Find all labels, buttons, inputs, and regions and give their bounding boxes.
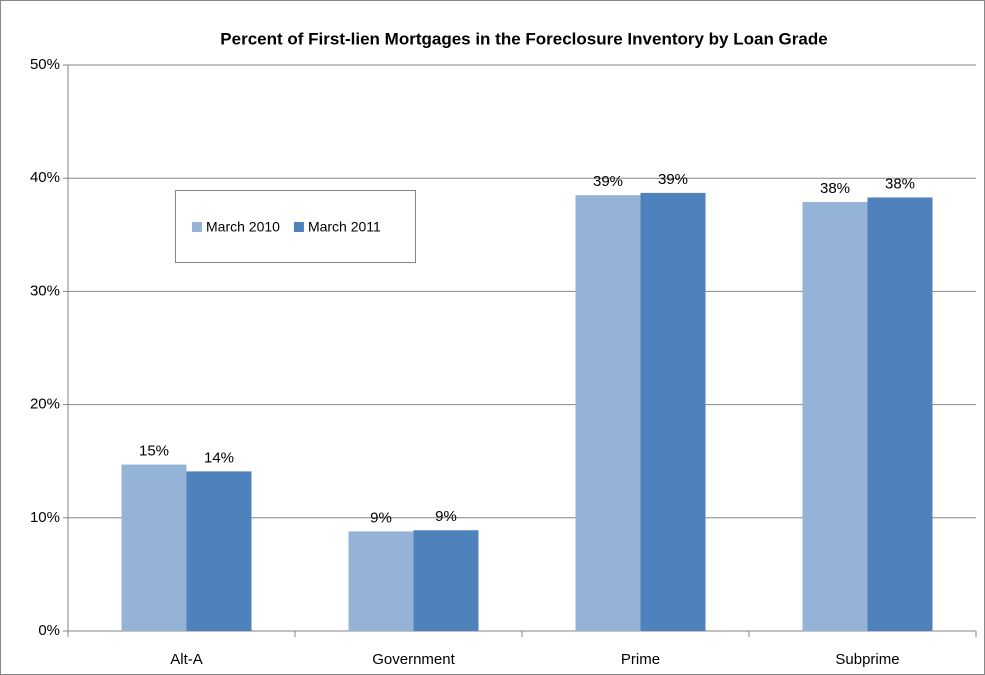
y-tick-label: 30% bbox=[30, 282, 60, 299]
data-label: 9% bbox=[370, 509, 392, 526]
x-tick-label: Prime bbox=[621, 651, 660, 668]
legend-swatch bbox=[192, 222, 202, 232]
bar bbox=[802, 201, 868, 632]
data-label: 38% bbox=[885, 175, 915, 192]
data-label: 15% bbox=[139, 443, 169, 460]
legend-label: March 2010 bbox=[206, 219, 280, 235]
data-label: 38% bbox=[820, 180, 850, 197]
bar bbox=[413, 530, 479, 631]
data-label: 14% bbox=[204, 449, 234, 466]
bar bbox=[348, 531, 414, 631]
x-tick-label: Government bbox=[372, 651, 455, 668]
y-tick-label: 40% bbox=[30, 169, 60, 186]
bar bbox=[575, 195, 641, 631]
y-tick-label: 50% bbox=[30, 56, 60, 73]
data-label: 39% bbox=[593, 173, 623, 190]
chart-title: Percent of First-lien Mortgages in the F… bbox=[220, 29, 827, 48]
y-tick-label: 20% bbox=[30, 396, 60, 413]
y-tick-label: 10% bbox=[30, 509, 60, 526]
bar bbox=[867, 197, 933, 631]
bar bbox=[121, 464, 187, 631]
x-tick-label: Subprime bbox=[835, 651, 899, 668]
legend-label: March 2011 bbox=[308, 219, 381, 235]
data-label: 9% bbox=[435, 508, 457, 525]
y-tick-label: 0% bbox=[38, 622, 60, 639]
x-tick-label: Alt-A bbox=[170, 651, 203, 668]
data-label: 39% bbox=[658, 171, 688, 188]
bar bbox=[186, 471, 252, 631]
legend-swatch bbox=[293, 222, 304, 232]
bar bbox=[640, 192, 706, 631]
